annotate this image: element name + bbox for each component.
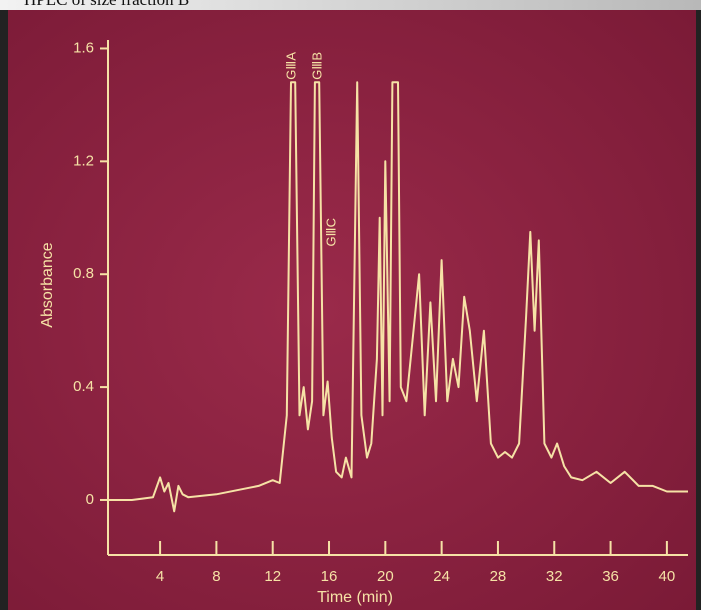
y-tick-label: 0.8: [73, 265, 94, 282]
x-tick-label: 36: [602, 568, 619, 585]
x-tick-label: 4: [156, 568, 164, 585]
header-title: HPLC of size fraction B: [24, 0, 189, 9]
trace: [108, 81, 688, 513]
y-tick-label: 1.6: [73, 39, 94, 56]
y-axis-label: Absorbance: [39, 242, 56, 327]
x-tick-label: 40: [659, 568, 676, 585]
slide-background: [8, 10, 696, 610]
x-tick-label: 20: [377, 568, 394, 585]
peak-annotation: GⅢC: [323, 218, 338, 246]
header-bar: [0, 0, 701, 10]
x-tick-label: 28: [490, 568, 507, 585]
y-tick-label: 1.2: [73, 152, 94, 169]
peak-annotation: GⅢA: [283, 52, 298, 80]
x-tick-label: 24: [433, 568, 450, 585]
y-tick-label: 0: [86, 491, 94, 508]
y-tick-label: 0.4: [73, 378, 94, 395]
x-axis-label: Time (min): [317, 589, 393, 606]
x-tick-label: 32: [546, 568, 563, 585]
x-tick-label: 12: [264, 568, 281, 585]
x-tick-label: 16: [321, 568, 338, 585]
x-tick-label: 8: [212, 568, 220, 585]
peak-annotation: GⅢB: [309, 52, 324, 80]
